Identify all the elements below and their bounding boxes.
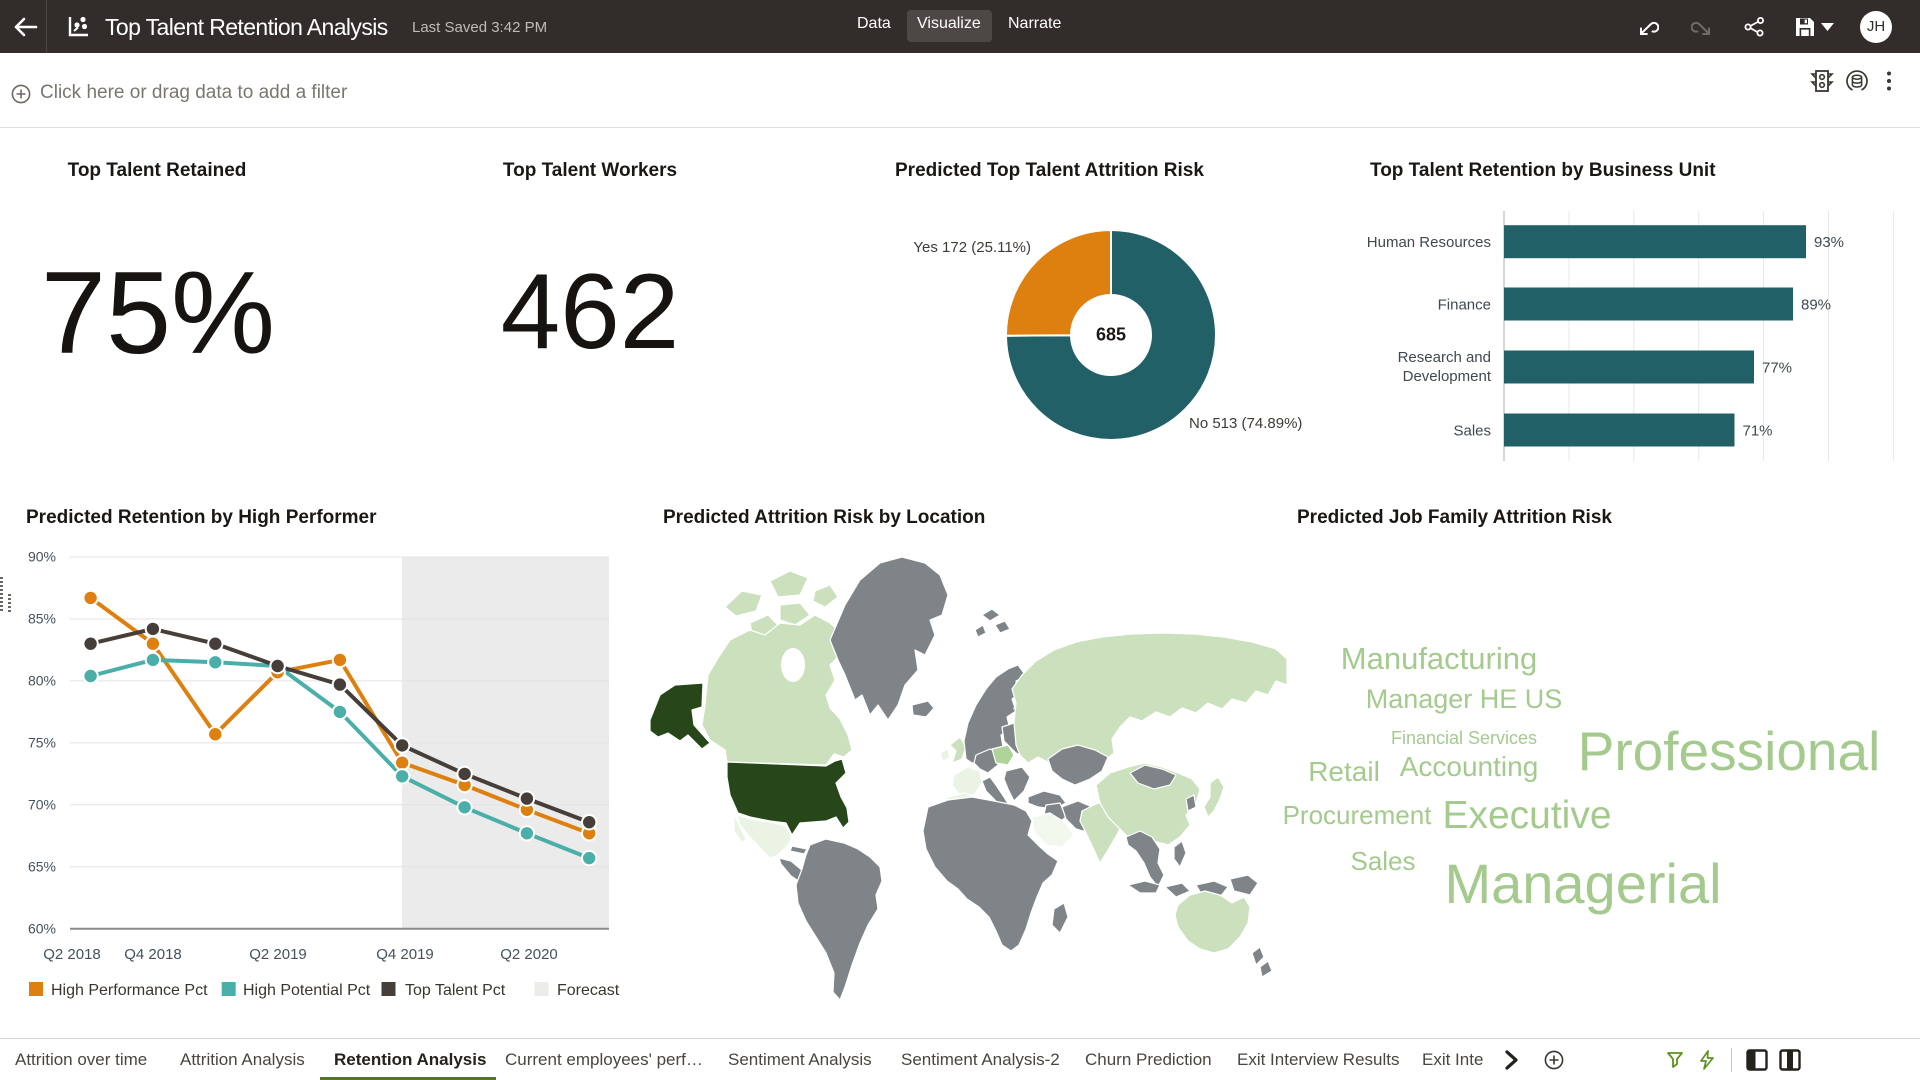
svg-text:75%: 75% [28,734,56,750]
svg-text:Q4 2018: Q4 2018 [124,946,182,963]
svg-text:65%: 65% [28,858,56,874]
svg-text:85%: 85% [28,611,56,627]
svg-text:Sales: Sales [1453,423,1491,440]
svg-text:Q4 2019: Q4 2019 [376,946,434,963]
svg-text:No 513 (74.89%): No 513 (74.89%) [1189,415,1302,432]
svg-text:70%: 70% [28,796,56,812]
svg-text:Yes 172 (25.11%): Yes 172 (25.11%) [913,239,1031,256]
svg-text:Top Talent Pct: Top Talent Pct [405,982,506,999]
svg-text:Research and: Research and [1398,349,1491,366]
svg-text:Finance: Finance [1438,297,1491,314]
svg-text:Q2 2018: Q2 2018 [43,946,101,963]
svg-text:Forecast: Forecast [557,982,620,999]
svg-text:Q2 2019: Q2 2019 [249,946,307,963]
svg-text:Development: Development [1403,368,1492,385]
svg-text:685: 685 [1096,325,1126,345]
svg-text:77%: 77% [1762,360,1792,377]
svg-text:Human Resources: Human Resources [1367,234,1491,251]
svg-text:Q2 2020: Q2 2020 [500,946,558,963]
svg-text:71%: 71% [1743,423,1773,440]
svg-text:High Potential Pct: High Potential Pct [243,982,371,999]
svg-text:90%: 90% [28,549,56,565]
svg-text:89%: 89% [1801,297,1831,314]
svg-text:80%: 80% [28,672,56,688]
svg-text:60%: 60% [28,920,56,936]
svg-text:High Performance Pct: High Performance Pct [51,982,208,999]
svg-text:93%: 93% [1814,234,1844,251]
